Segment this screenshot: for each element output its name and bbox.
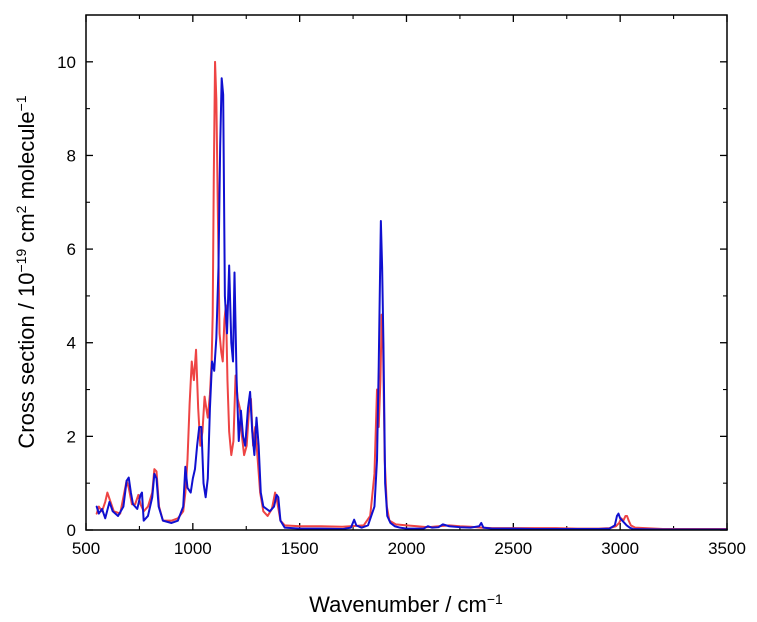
y-tick-label: 8: [67, 146, 76, 165]
series-line-1: [95, 77, 728, 531]
y-tick-label: 0: [67, 521, 76, 540]
y-tick-label: 6: [67, 240, 76, 259]
x-tick-label: 500: [72, 539, 100, 558]
x-tick-labels: 500 1000 1500 2000 2500 3000 3500: [72, 539, 746, 558]
x-tick-label: 2000: [388, 539, 426, 558]
y-axis-title: Cross section / 10−19 cm2 molecule−1: [13, 95, 39, 448]
plot-frame: [85, 14, 728, 531]
y-tick-label: 2: [67, 427, 76, 446]
series-line-2: [95, 60, 728, 531]
axis-ticks: [85, 15, 728, 531]
x-tick-label: 1500: [281, 539, 319, 558]
series-layer: [95, 60, 728, 531]
x-tick-label: 3500: [708, 539, 746, 558]
x-tick-label: 2500: [494, 539, 532, 558]
y-tick-labels: 0 2 4 6 8 10: [57, 53, 76, 540]
x-tick-label: 1000: [174, 539, 212, 558]
x-tick-label: 3000: [601, 539, 639, 558]
y-tick-label: 4: [67, 334, 76, 353]
y-tick-label: 10: [57, 53, 76, 72]
x-axis-title: Wavenumber / cm−1: [309, 591, 503, 617]
